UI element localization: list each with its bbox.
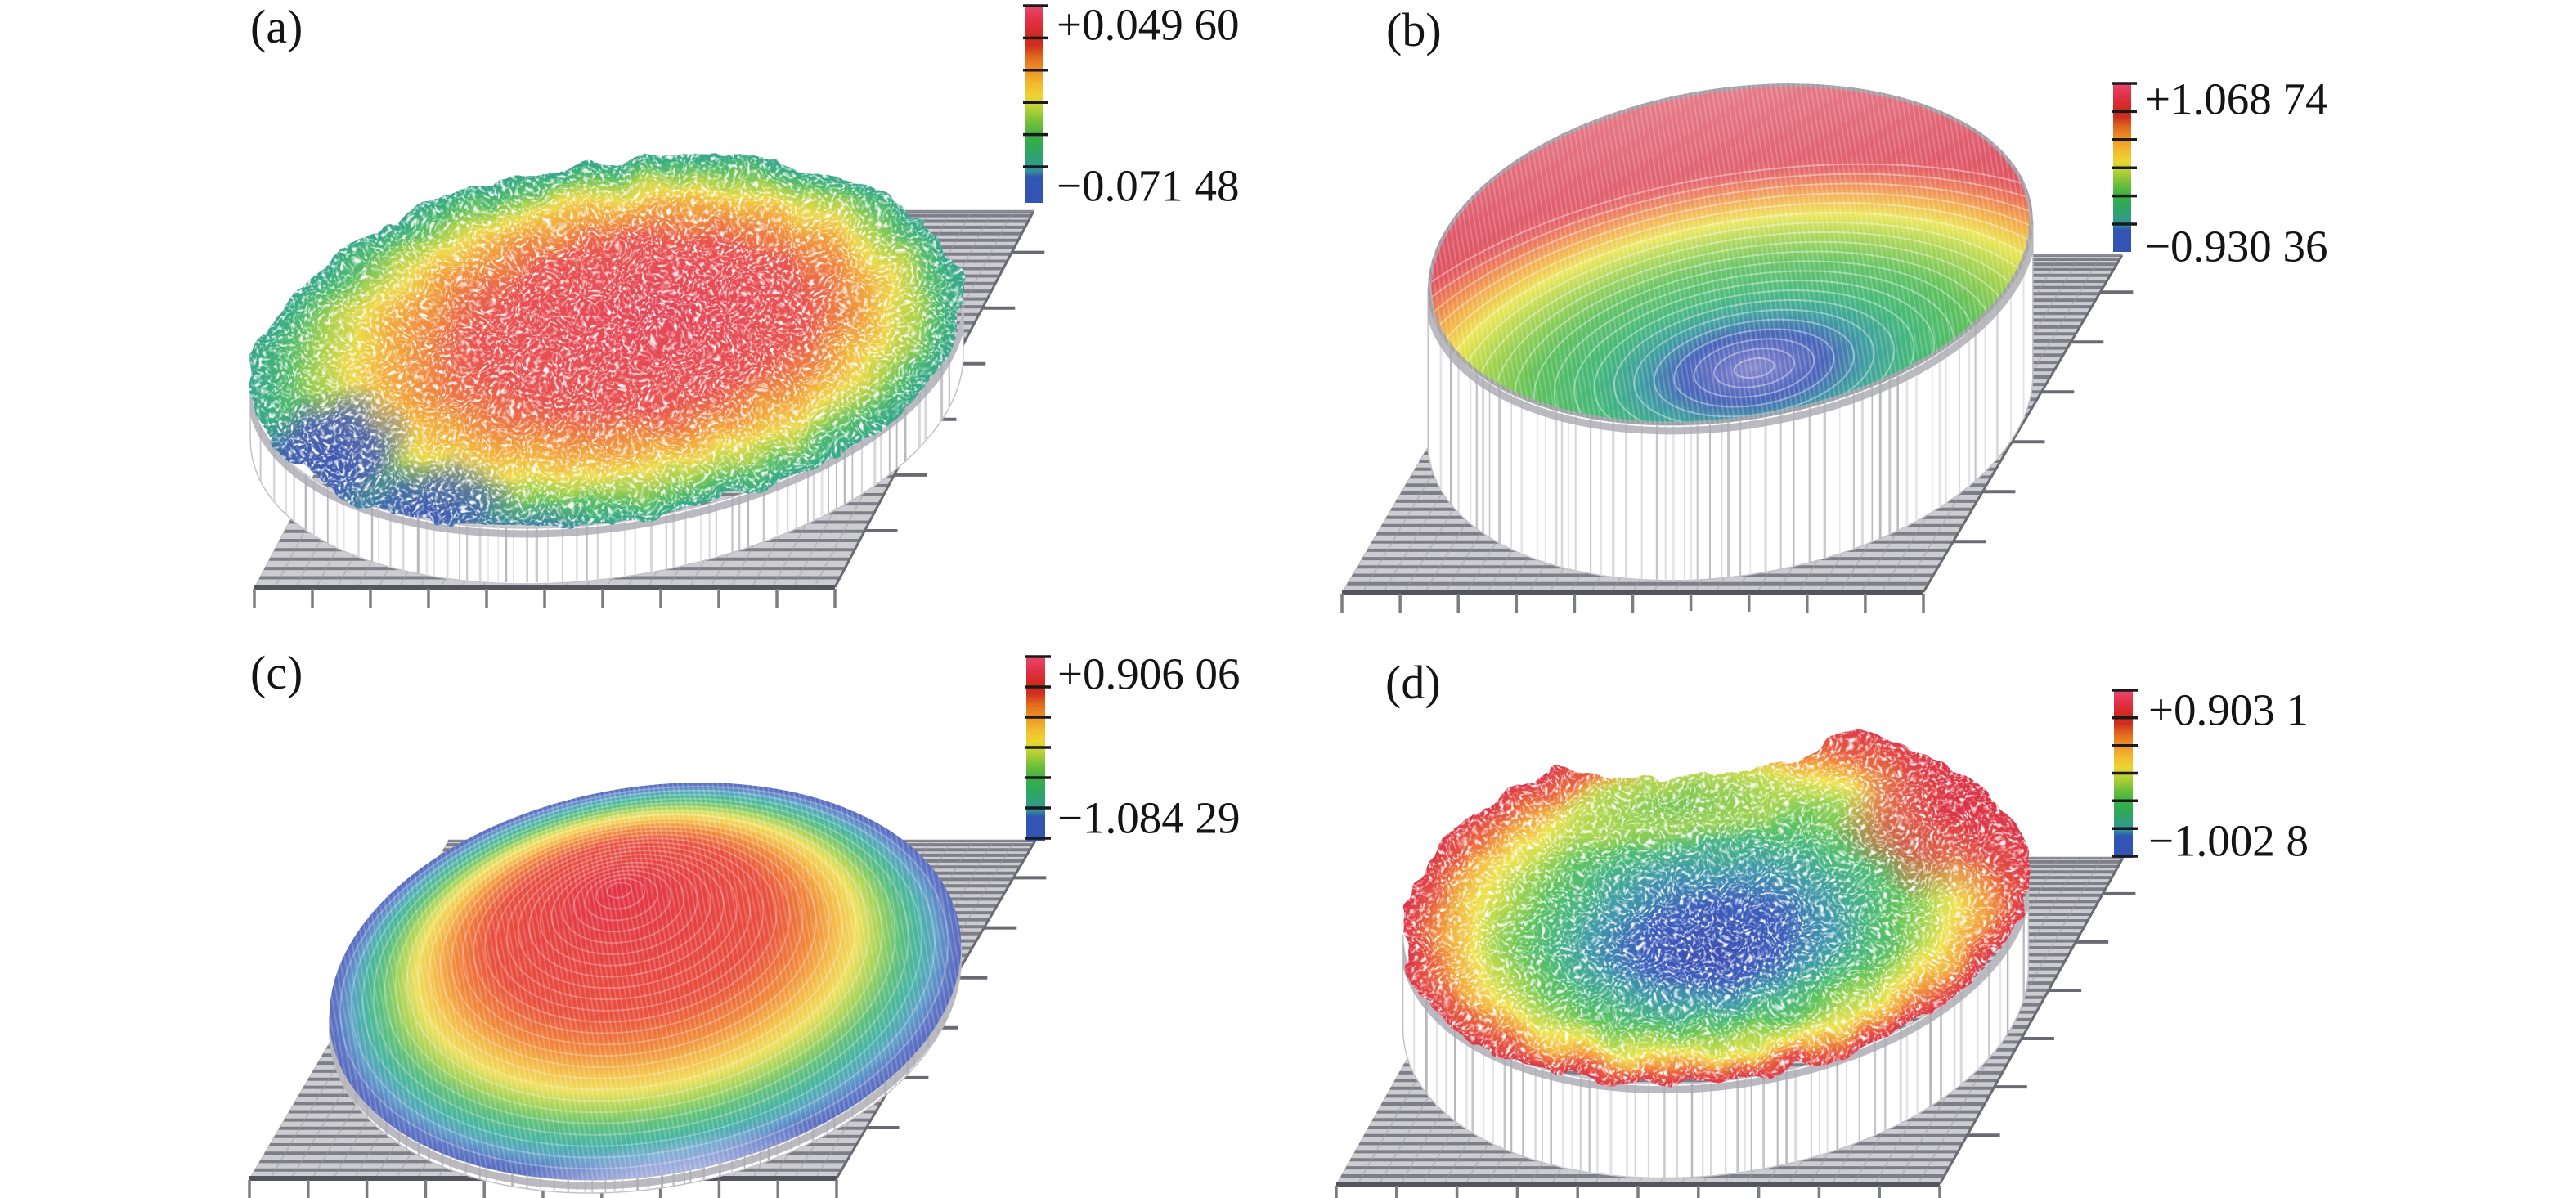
svg-text:(c): (c) — [250, 646, 303, 699]
svg-text:(b): (b) — [1386, 3, 1442, 56]
svg-text:−0.930 36: −0.930 36 — [2145, 222, 2328, 271]
svg-text:(a): (a) — [250, 0, 303, 53]
svg-text:+0.049 60: +0.049 60 — [1057, 0, 1240, 50]
svg-text:(d): (d) — [1385, 656, 1441, 709]
svg-text:−0.071 48: −0.071 48 — [1057, 161, 1240, 211]
svg-text:+0.906 06: +0.906 06 — [1057, 649, 1241, 699]
svg-text:−1.002 8: −1.002 8 — [2148, 816, 2309, 866]
svg-text:+0.903 1: +0.903 1 — [2148, 685, 2309, 735]
svg-text:−1.084 29: −1.084 29 — [1057, 793, 1241, 843]
svg-text:+1.068 74: +1.068 74 — [2145, 74, 2328, 124]
